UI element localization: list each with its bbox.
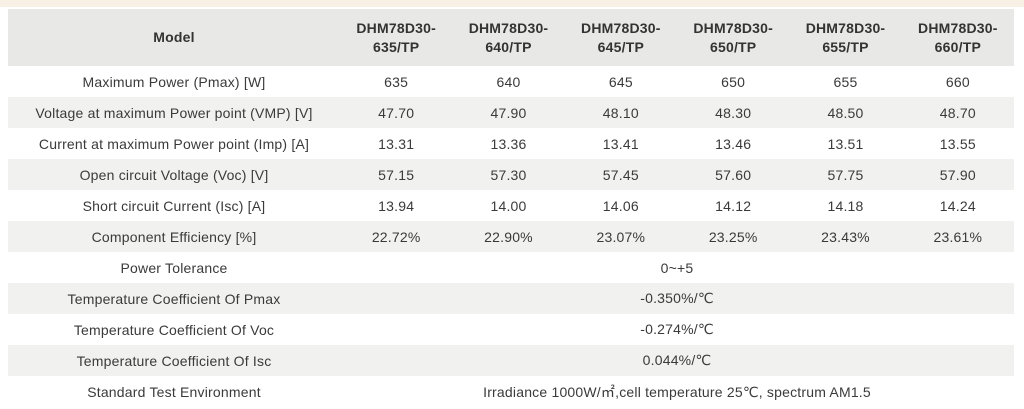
cell-value: 48.10: [602, 104, 639, 121]
table-row: Voltage at maximum Power point (VMP) [V]…: [8, 97, 1014, 128]
model-name-line1: DHM78D30-: [805, 19, 886, 36]
row-label: Voltage at maximum Power point (VMP) [V]: [35, 104, 313, 121]
cell-value: 57.60: [715, 166, 752, 183]
model-name-header: DHM78D30- 635/TP: [340, 19, 452, 57]
model-name-line2: 650/TP: [709, 38, 757, 55]
model-name-line2: 645/TP: [597, 38, 644, 55]
cell-value: 57.90: [939, 166, 976, 183]
table-row: Temperature Coefficient Of Voc -0.274%/℃: [8, 314, 1014, 345]
model-name-line1: DHM78D30-: [918, 19, 998, 36]
cell-value: 23.61%: [933, 228, 983, 245]
cell-value: 13.51: [827, 135, 864, 152]
cell-value: 14.06: [602, 197, 639, 214]
row-merged-value: -0.350%/℃: [640, 290, 714, 306]
row-merged-value: 0~+5: [660, 259, 694, 276]
cell-value: 14.00: [490, 197, 527, 214]
cell-value: 640: [496, 73, 521, 90]
cell-value: 23.07%: [596, 228, 646, 245]
model-name-header: DHM78D30- 640/TP: [452, 19, 564, 57]
cell-value: 48.50: [827, 104, 864, 121]
cell-value: 14.12: [715, 197, 752, 214]
table-row: Temperature Coefficient Of Isc 0.044%/℃: [8, 345, 1014, 376]
model-name-line1: DHM78D30-: [581, 19, 661, 36]
cell-value: 13.46: [715, 135, 752, 152]
model-name-line1: DHM78D30-: [693, 19, 773, 36]
cell-value: 635: [384, 73, 409, 90]
row-label: Power Tolerance: [120, 259, 228, 276]
cell-value: 47.70: [378, 104, 415, 121]
row-label: Standard Test Environment: [87, 383, 261, 400]
cell-value: 14.24: [939, 197, 976, 214]
table-row: Current at maximum Power point (Imp) [A]…: [8, 128, 1014, 159]
cell-value: 13.36: [490, 135, 527, 152]
cell-value: 48.70: [939, 104, 976, 121]
cell-value: 57.75: [827, 166, 864, 183]
cell-value: 13.55: [939, 135, 976, 152]
table-row: Temperature Coefficient Of Pmax -0.350%/℃: [8, 283, 1014, 314]
row-label: Temperature Coefficient Of Voc: [73, 321, 275, 338]
cell-value: 22.72%: [371, 228, 421, 245]
row-label: Open circuit Voltage (Voc) [V]: [79, 166, 269, 183]
row-merged-value: Irradiance 1000W/㎡,cell temperature 25℃,…: [483, 383, 871, 400]
table-row: Open circuit Voltage (Voc) [V] 57.15 57.30…: [8, 159, 1014, 190]
table-row: Component Efficiency [%] 22.72% 22.90% 23.0…: [8, 221, 1014, 252]
top-strip: [0, 0, 1024, 7]
cell-value: 660: [945, 73, 970, 90]
cell-value: 13.31: [378, 135, 415, 152]
model-name-header: DHM78D30- 645/TP: [565, 19, 677, 57]
row-label: Maximum Power (Pmax) [W]: [82, 73, 266, 90]
cell-value: 645: [608, 73, 633, 90]
table-row: Maximum Power (Pmax) [W] 635 640 645 650 655 6…: [8, 66, 1014, 97]
cell-value: 57.30: [490, 166, 527, 183]
model-name-header: DHM78D30- 660/TP: [902, 19, 1014, 57]
model-name-line2: 635/TP: [372, 38, 420, 55]
cell-value: 47.90: [490, 104, 527, 121]
row-merged-value: 0.044%/℃: [642, 352, 712, 368]
model-name-line2: 640/TP: [485, 38, 532, 55]
table-row: Power Tolerance 0~+5: [8, 252, 1014, 283]
cell-value: 14.18: [827, 197, 864, 214]
cell-value: 650: [721, 73, 746, 90]
row-label: Temperature Coefficient Of Pmax: [67, 290, 281, 307]
table-header-row: Model DHM78D30- 635/TP DHM78D30- 640/TP DHM78…: [8, 9, 1014, 66]
cell-value: 57.45: [602, 166, 639, 183]
row-merged-value: -0.274%/℃: [640, 321, 714, 337]
model-name-line1: DHM78D30-: [468, 19, 549, 36]
cell-value: 655: [833, 73, 858, 90]
spec-table: Model DHM78D30- 635/TP DHM78D30- 640/TP DHM78…: [8, 9, 1014, 407]
cell-value: 23.25%: [708, 228, 758, 245]
cell-value: 13.41: [602, 135, 639, 152]
cell-value: 48.30: [715, 104, 752, 121]
model-name-line1: DHM78D30-: [356, 19, 436, 36]
model-name-line2: 660/TP: [934, 38, 981, 55]
cell-value: 23.43%: [821, 228, 870, 245]
cell-value: 22.90%: [484, 228, 533, 245]
model-name-header: DHM78D30- 650/TP: [677, 19, 789, 57]
model-name-header: DHM78D30- 655/TP: [789, 19, 901, 57]
table-row: Short circuit Current (Isc) [A] 13.94 14.0…: [8, 190, 1014, 221]
row-label: Short circuit Current (Isc) [A]: [82, 197, 266, 214]
model-name-line2: 655/TP: [822, 38, 869, 55]
model-column-header: Model: [153, 29, 195, 45]
row-label: Component Efficiency [%]: [91, 228, 257, 245]
row-label: Current at maximum Power point (Imp) [A]: [38, 135, 310, 152]
cell-value: 57.15: [378, 166, 415, 183]
table-row: Standard Test Environment Irradiance 1000…: [8, 376, 1014, 407]
row-label: Temperature Coefficient Of Isc: [76, 352, 272, 369]
cell-value: 13.94: [378, 197, 415, 214]
